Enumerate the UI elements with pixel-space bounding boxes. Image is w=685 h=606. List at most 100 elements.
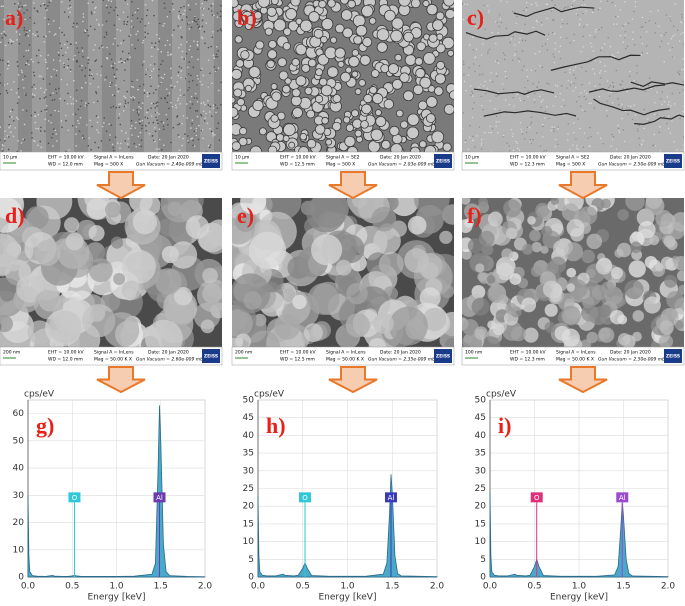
speck xyxy=(76,47,79,49)
speck xyxy=(75,100,78,102)
cluster xyxy=(645,198,665,216)
speck xyxy=(144,31,146,34)
speck xyxy=(68,148,71,151)
speck xyxy=(635,80,637,82)
spectrum xyxy=(27,405,206,578)
speck xyxy=(620,84,623,86)
speck xyxy=(139,131,142,134)
speck xyxy=(470,94,472,96)
speck xyxy=(10,39,13,42)
speck xyxy=(641,26,644,28)
speck xyxy=(85,104,88,107)
speck xyxy=(211,14,214,16)
speck xyxy=(45,88,47,91)
speck xyxy=(193,145,196,147)
speck xyxy=(637,130,639,132)
cluster xyxy=(624,279,644,300)
speck xyxy=(588,102,591,105)
speck xyxy=(57,87,60,90)
panel-label: i) xyxy=(498,413,511,438)
speck xyxy=(589,126,591,129)
speck xyxy=(656,91,658,94)
speck xyxy=(37,127,40,130)
speck xyxy=(621,103,623,105)
cluster xyxy=(248,231,287,269)
speck xyxy=(212,31,214,33)
speck xyxy=(143,60,145,63)
bump xyxy=(283,123,296,137)
speck xyxy=(558,50,560,53)
y-tick-label: 20 xyxy=(13,518,25,528)
speck xyxy=(187,73,190,75)
bump xyxy=(370,128,383,141)
bump xyxy=(422,52,436,65)
info-date: Date: 20 Jan 2020 xyxy=(148,155,189,161)
speck xyxy=(583,95,585,98)
speck xyxy=(495,42,497,45)
speck xyxy=(650,87,652,90)
cluster xyxy=(475,263,485,273)
cluster xyxy=(488,284,506,302)
speck xyxy=(146,111,148,114)
speck xyxy=(617,104,620,106)
speck xyxy=(487,11,490,13)
speck xyxy=(624,37,626,39)
speck xyxy=(98,47,101,49)
speck xyxy=(0,32,3,35)
speck xyxy=(553,33,556,35)
speck xyxy=(177,25,180,27)
speck xyxy=(518,41,521,44)
x-tick-label: 1.5 xyxy=(154,582,168,592)
speck xyxy=(641,16,644,19)
speck xyxy=(573,0,576,1)
speck xyxy=(124,69,126,71)
speck xyxy=(196,84,198,86)
speck xyxy=(81,69,83,71)
speck xyxy=(481,139,483,141)
speck xyxy=(633,80,636,82)
speck xyxy=(53,98,56,101)
speck xyxy=(23,12,25,14)
speck xyxy=(497,94,499,96)
speck xyxy=(79,116,82,119)
speck xyxy=(496,75,498,77)
speck xyxy=(137,135,140,138)
speck xyxy=(569,84,572,86)
speck xyxy=(46,67,49,70)
speck xyxy=(677,113,679,115)
speck xyxy=(119,29,122,32)
speck xyxy=(44,118,47,120)
speck xyxy=(654,113,656,115)
speck xyxy=(570,81,572,83)
y-tick-label: 0 xyxy=(18,573,24,583)
speck xyxy=(45,96,47,98)
cluster xyxy=(659,320,674,335)
speck xyxy=(45,105,48,107)
info-bar xyxy=(461,151,685,171)
speck xyxy=(152,102,155,105)
speck xyxy=(484,80,487,83)
speck xyxy=(50,75,53,78)
speck xyxy=(184,9,186,12)
cluster xyxy=(34,240,61,266)
speck xyxy=(40,146,43,149)
speck xyxy=(124,0,127,2)
speck xyxy=(594,59,596,62)
arrow xyxy=(328,366,378,394)
speck xyxy=(189,8,191,11)
speck xyxy=(117,90,119,93)
logo: ZEISS xyxy=(436,354,450,360)
y-tick-label: 25 xyxy=(475,484,486,494)
speck xyxy=(609,45,612,48)
info-eht: EHT = 10.00 kV xyxy=(48,350,85,356)
speck xyxy=(9,38,12,41)
speck xyxy=(47,18,50,21)
speck xyxy=(82,13,85,15)
bump xyxy=(273,18,287,32)
speck xyxy=(516,142,518,144)
speck xyxy=(63,34,66,36)
speck xyxy=(149,64,152,66)
speck xyxy=(84,67,87,69)
speck xyxy=(14,127,16,129)
speck xyxy=(478,86,480,88)
